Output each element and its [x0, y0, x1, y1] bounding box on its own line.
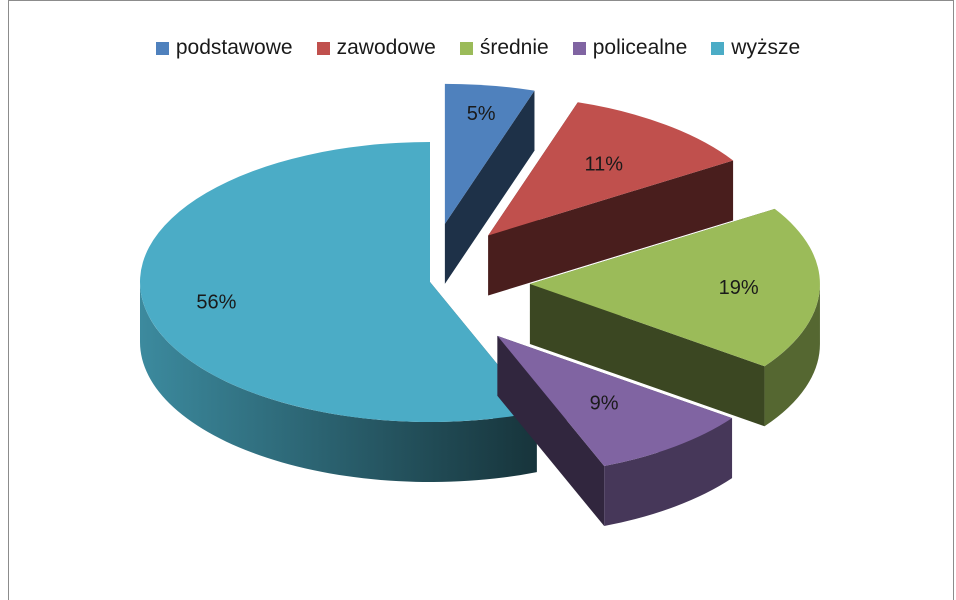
legend-item-policealne: policealne: [572, 36, 688, 60]
legend-swatch-policealne: [572, 41, 586, 55]
pie-slice-rim-4: [140, 282, 537, 482]
pie-slice-3: 9%: [497, 335, 733, 527]
pie-slice-top-3: [497, 335, 733, 467]
chart-legend: podstawowe zawodowe średnie policealne w…: [0, 36, 956, 60]
pie-slice-label-1: 11%: [584, 154, 623, 176]
pie-slice-wall-1-1: [488, 160, 734, 296]
pie-slice-rim-2: [764, 283, 820, 427]
legend-item-srednie: średnie: [459, 36, 549, 60]
pie-slice-4: 56%: [140, 142, 537, 482]
pie-slice-0: 5%: [444, 83, 535, 284]
legend-label-srednie: średnie: [479, 36, 549, 59]
legend-item-wyzsze: wyższe: [711, 36, 800, 60]
pie-slice-top-1: [488, 102, 734, 236]
pie-slice-top-0: [444, 83, 535, 224]
pie-slice-2: 19%: [529, 208, 820, 427]
legend-item-podstawowe: podstawowe: [155, 36, 293, 60]
legend-label-zawodowe: zawodowe: [336, 36, 436, 59]
pie-slice-label-2: 19%: [719, 277, 759, 299]
legend-label-podstawowe: podstawowe: [175, 36, 293, 59]
pie-slice-wall-3-1: [497, 335, 605, 527]
legend-label-wyzsze: wyższe: [731, 36, 801, 59]
pie-slice-wall-0-1: [444, 90, 535, 284]
legend-swatch-zawodowe: [316, 41, 330, 55]
pie-slice-label-0: 5%: [467, 103, 496, 125]
legend-swatch-srednie: [459, 41, 473, 55]
pie-slice-rim-3: [604, 418, 733, 527]
legend-swatch-podstawowe: [155, 41, 169, 55]
pie-slice-top-4: [140, 142, 537, 422]
pie-slice-1: 11%: [488, 102, 734, 296]
pie-chart: 5% 11% 19% 56% 9%: [140, 83, 820, 527]
legend-item-zawodowe: zawodowe: [316, 36, 436, 60]
pie-slice-label-3: 9%: [590, 392, 619, 414]
legend-swatch-wyzsze: [711, 41, 725, 55]
pie-slice-wall-2-1: [529, 283, 765, 427]
pie-slice-label-4: 56%: [196, 292, 236, 314]
legend-label-policealne: policealne: [592, 36, 688, 59]
pie-slice-top-2: [529, 208, 820, 367]
